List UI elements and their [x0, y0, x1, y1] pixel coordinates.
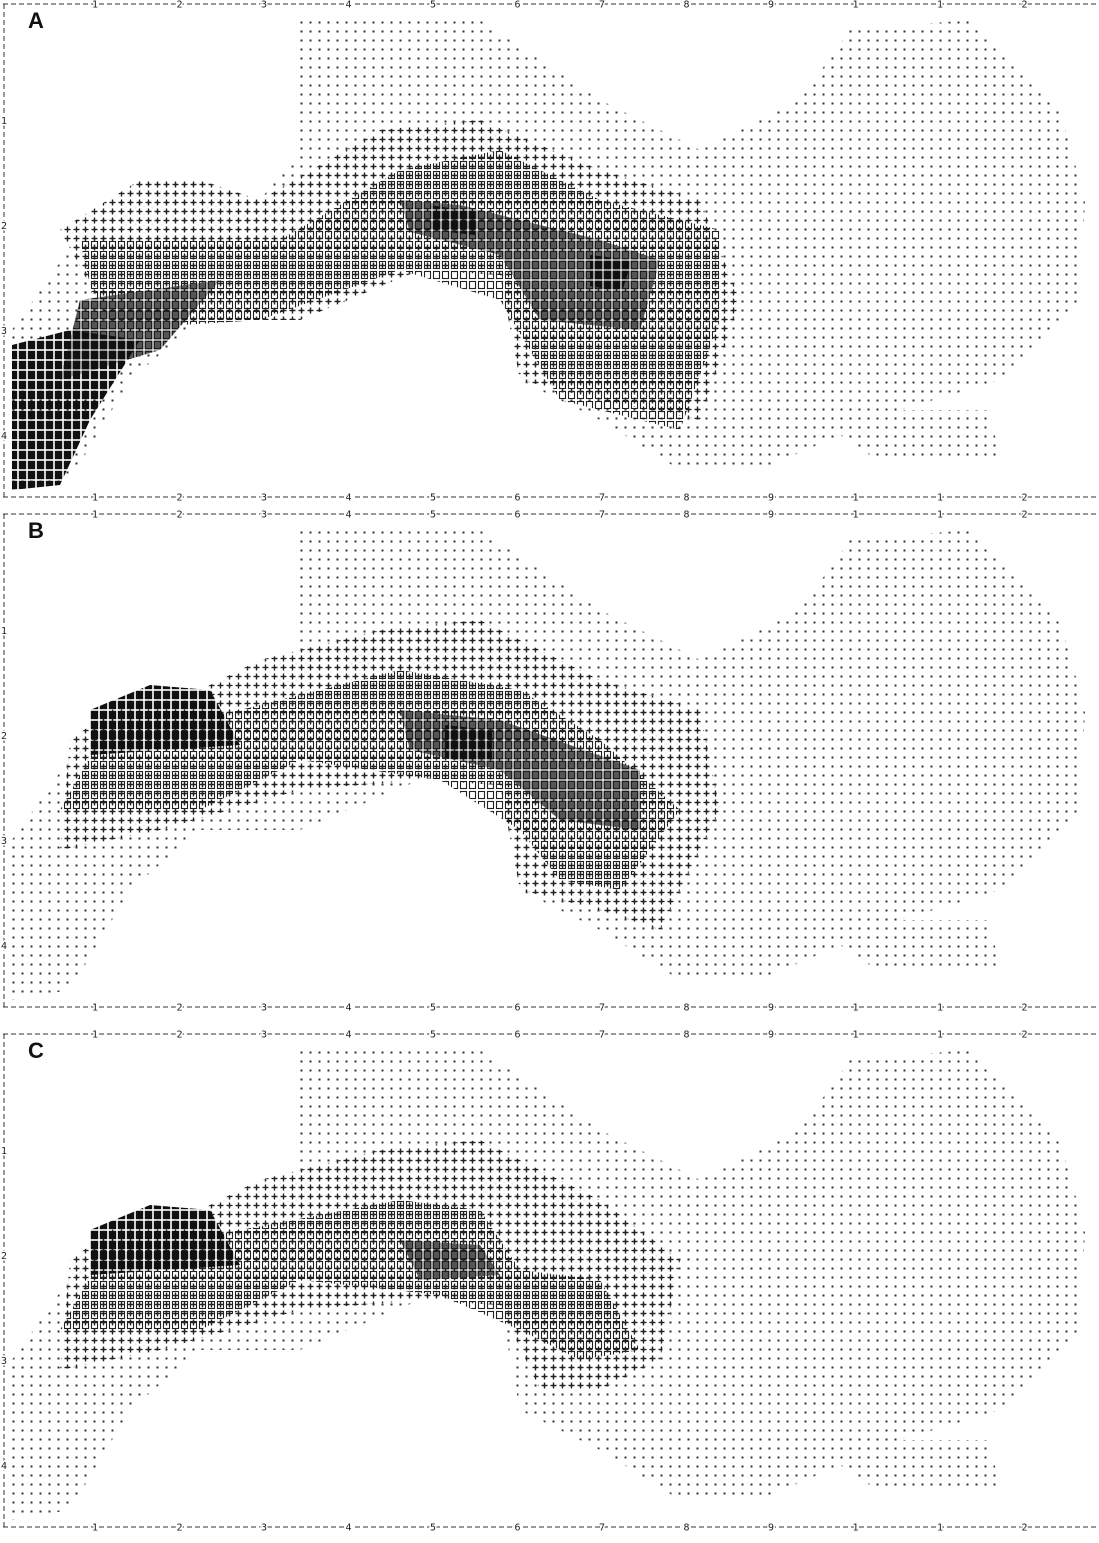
ruler-label: 1: [937, 1003, 943, 1014]
ruler-label: 6: [514, 0, 520, 11]
ruler-label: 1: [92, 1030, 98, 1041]
ruler-label: 2: [176, 0, 182, 11]
ruler-label: 3: [1, 836, 7, 847]
ruler-label: 1: [92, 493, 98, 504]
ruler-label: 1: [852, 1030, 858, 1041]
ruler-label: 1: [852, 493, 858, 504]
ruler-label: 1: [937, 1030, 943, 1041]
map-panel: 1 2 3 4 5 6 7 8 9 1 1 2 1 2 3 4 5 6 7 8 9 1 1 2 1 2 3 4 C: [1, 1030, 1096, 1534]
ruler-label: 8: [683, 510, 689, 521]
ruler-label: 1: [937, 493, 943, 504]
ruler-label: 8: [683, 1523, 689, 1534]
ruler-label: 2: [1021, 1030, 1027, 1041]
ruler-label: 1: [852, 0, 858, 11]
ruler-label: 2: [176, 493, 182, 504]
ruler-label: 1: [1, 116, 7, 127]
ruler-label: 1: [852, 1003, 858, 1014]
ruler-label: 2: [176, 510, 182, 521]
ruler-label: 7: [599, 493, 605, 504]
ruler-label: 4: [1, 941, 7, 952]
ruler-label: 8: [683, 0, 689, 11]
ruler-label: 3: [261, 493, 267, 504]
ruler-label: 4: [345, 1030, 351, 1041]
ruler-label: 2: [176, 1003, 182, 1014]
ruler-label: 1: [1, 1146, 7, 1157]
ruler-label: 2: [1021, 510, 1027, 521]
ruler-label: 4: [1, 431, 7, 442]
ruler-label: 5: [430, 510, 436, 521]
ruler-label: 3: [261, 0, 267, 11]
panel-label: B: [28, 518, 44, 543]
ruler-label: 7: [599, 1523, 605, 1534]
ruler-label: 7: [599, 1030, 605, 1041]
ruler-label: 9: [768, 0, 774, 11]
ruler-label: 5: [430, 1523, 436, 1534]
ruler-label: 1: [852, 1523, 858, 1534]
ruler-label: 6: [514, 1523, 520, 1534]
ruler-label: 9: [768, 510, 774, 521]
shaded-region: [445, 725, 492, 760]
ruler-label: 3: [1, 1356, 7, 1367]
ruler-label: 9: [768, 1523, 774, 1534]
ruler-label: 6: [514, 1030, 520, 1041]
ruler-label: 4: [345, 510, 351, 521]
ruler-label: 5: [430, 0, 436, 11]
ruler-label: 2: [1, 221, 7, 232]
ruler-label: 6: [514, 493, 520, 504]
ruler-label: 8: [683, 1030, 689, 1041]
ruler-label: 1: [937, 1523, 943, 1534]
ruler-label: 3: [261, 1003, 267, 1014]
map-panel: 1 2 3 4 5 6 7 8 9 1 1 2 1 2 3 4 5 6 7 8 9 1 1 2 1 2 3 4 B: [1, 510, 1096, 1014]
ruler-label: 1: [92, 1523, 98, 1534]
ruler-label: 2: [1, 731, 7, 742]
ruler-label: 6: [514, 510, 520, 521]
ruler-label: 1: [1, 626, 7, 637]
ruler-label: 2: [1021, 0, 1027, 11]
ruler-label: 1: [852, 510, 858, 521]
ruler-label: 5: [430, 493, 436, 504]
ruler-label: 4: [345, 493, 351, 504]
ruler-label: 5: [430, 1030, 436, 1041]
ruler-label: 9: [768, 493, 774, 504]
panel-label: A: [28, 8, 44, 33]
ruler-label: 4: [1, 1461, 7, 1472]
ruler-label: 6: [514, 1003, 520, 1014]
ruler-label: 3: [261, 1523, 267, 1534]
ruler-label: 2: [176, 1030, 182, 1041]
ruler-label: 4: [345, 1523, 351, 1534]
ruler-label: 7: [599, 0, 605, 11]
ruler-label: 7: [599, 1003, 605, 1014]
ruler-label: 2: [1021, 1523, 1027, 1534]
ruler-label: 2: [1, 1251, 7, 1262]
panel-label: C: [28, 1038, 44, 1063]
ruler-label: 1: [92, 1003, 98, 1014]
figure: 1234567891121234567891121234A12345678911…: [0, 0, 1099, 1543]
ruler-label: 4: [345, 0, 351, 11]
ruler-label: 2: [1021, 493, 1027, 504]
ruler-label: 8: [683, 1003, 689, 1014]
ruler-label: 1: [92, 0, 98, 11]
ruler-label: 1: [92, 510, 98, 521]
ruler-label: 1: [937, 510, 943, 521]
ruler-label: 1: [937, 0, 943, 11]
ruler-label: 2: [176, 1523, 182, 1534]
map-panel: 1 2 3 4 5 6 7 8 9 1 1 2 1 2 3 4 5 6 7 8 9 1 1 2 1 2 3 4 A: [1, 0, 1096, 504]
ruler-label: 8: [683, 493, 689, 504]
ruler-label: 2: [1021, 1003, 1027, 1014]
ruler-label: 4: [345, 1003, 351, 1014]
ruler-label: 5: [430, 1003, 436, 1014]
ruler-label: 7: [599, 510, 605, 521]
ruler-label: 3: [261, 1030, 267, 1041]
ruler-label: 9: [768, 1003, 774, 1014]
ruler-label: 9: [768, 1030, 774, 1041]
ruler-label: 3: [1, 326, 7, 337]
ruler-label: 3: [261, 510, 267, 521]
